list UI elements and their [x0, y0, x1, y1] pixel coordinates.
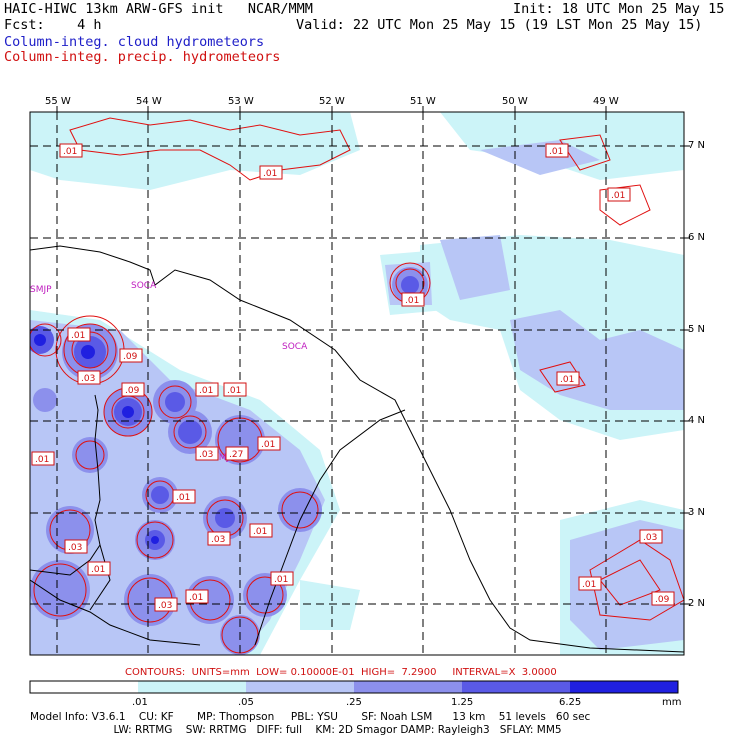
- station-label: SMJP: [213, 453, 235, 463]
- contour-label: .01: [67, 327, 91, 342]
- contour-label: .01: [556, 371, 580, 386]
- contour-label: .01: [195, 382, 219, 397]
- field-name-cloud: Column-integ. cloud hydrometeors: [4, 34, 265, 50]
- svg-text:.01: .01: [405, 296, 419, 306]
- contour-label: .09: [651, 591, 675, 606]
- map-frame: [29, 111, 685, 656]
- contour-label: .03: [195, 446, 219, 461]
- lon-label: 49 W: [593, 96, 619, 107]
- field-name-precip: Column-integ. precip. hydrometeors: [4, 49, 281, 65]
- svg-text:.03: .03: [211, 535, 225, 545]
- svg-text:.01: .01: [560, 375, 574, 385]
- contour-label: .01: [257, 436, 281, 451]
- contour-label: .09: [119, 348, 143, 363]
- colorbar: [29, 680, 679, 694]
- lon-label: 54 W: [136, 96, 162, 107]
- colorbar-tick: 1.25: [451, 697, 474, 708]
- station-label: SOCA: [282, 342, 308, 352]
- contour-label: .01: [270, 571, 294, 586]
- contour-label: .01: [401, 292, 425, 307]
- model-info-line1: Model Info: V3.6.1 CU: KF MP: Thompson P…: [30, 711, 591, 723]
- svg-text:.03: .03: [199, 450, 213, 460]
- svg-text:.01: .01: [199, 386, 213, 396]
- contour-label: .01: [87, 561, 111, 576]
- model-info-line2: LW: RRTMG SW: RRTMG DIFF: full KM: 2D Sm…: [30, 724, 562, 736]
- shaded-field: SMJP SOCA SOCA SMJP .01 .01 .01 .01 .01 …: [30, 112, 684, 655]
- contour-label: .01: [249, 523, 273, 538]
- contour-label: .01: [172, 489, 196, 504]
- forecast-hour: Fcst: 4 h: [4, 17, 102, 33]
- lat-label: 4 N: [688, 415, 706, 426]
- svg-text:.09: .09: [125, 386, 140, 396]
- contour-label: .01: [185, 589, 209, 604]
- contour-label: .01: [607, 187, 631, 202]
- contour-label: .01: [259, 165, 283, 180]
- lat-label: 5 N: [688, 324, 706, 335]
- lat-label: 2 N: [688, 598, 706, 609]
- svg-text:.01: .01: [253, 527, 267, 537]
- svg-text:.01: .01: [63, 147, 77, 157]
- contour-label: .01: [223, 382, 247, 397]
- contour-label: .03: [154, 597, 178, 612]
- svg-text:.09: .09: [123, 352, 138, 362]
- contour-info: CONTOURS: UNITS=mm LOW= 0.10000E-01 HIGH…: [125, 667, 557, 678]
- colorbar-tick: .25: [346, 697, 362, 708]
- colorbar-unit: mm: [662, 697, 682, 708]
- contour-label: .01: [59, 143, 83, 158]
- lat-label: 7 N: [688, 140, 706, 151]
- lon-label: 51 W: [410, 96, 436, 107]
- contour-label: .01: [578, 576, 602, 591]
- svg-text:.01: .01: [35, 455, 49, 465]
- contour-label: .01: [31, 451, 55, 466]
- contour-label: .01: [545, 143, 569, 158]
- svg-text:.27: .27: [229, 450, 243, 460]
- svg-text:.01: .01: [263, 169, 277, 179]
- lon-label: 50 W: [502, 96, 528, 107]
- contour-label: .27: [225, 446, 249, 461]
- lat-label: 6 N: [688, 232, 706, 243]
- svg-text:.01: .01: [189, 593, 203, 603]
- svg-text:.03: .03: [643, 533, 657, 543]
- svg-text:.01: .01: [611, 191, 625, 201]
- lat-label: 3 N: [688, 507, 706, 518]
- svg-text:.01: .01: [176, 493, 190, 503]
- svg-text:.03: .03: [158, 601, 172, 611]
- svg-text:.09: .09: [655, 595, 670, 605]
- svg-text:.01: .01: [261, 440, 275, 450]
- contour-label: .03: [207, 531, 231, 546]
- lon-label: 53 W: [228, 96, 254, 107]
- svg-text:.01: .01: [549, 147, 563, 157]
- svg-text:.01: .01: [582, 580, 596, 590]
- contour-label: .03: [77, 370, 101, 385]
- station-label: SOCA: [131, 281, 157, 291]
- colorbar-tick: 6.25: [559, 697, 582, 708]
- lon-label: 55 W: [45, 96, 71, 107]
- station-label: SMJP: [30, 285, 52, 295]
- svg-text:.03: .03: [68, 543, 82, 553]
- svg-text:.01: .01: [91, 565, 105, 575]
- svg-text:.01: .01: [274, 575, 288, 585]
- colorbar-tick: .01: [132, 697, 148, 708]
- lon-label: 52 W: [319, 96, 345, 107]
- init-time: Init: 18 UTC Mon 25 May 15: [513, 1, 725, 17]
- contour-label: .03: [639, 529, 663, 544]
- svg-text:.01: .01: [227, 386, 241, 396]
- svg-text:.03: .03: [81, 374, 95, 384]
- model-title: HAIC-HIWC 13km ARW-GFS init NCAR/MMM: [4, 1, 313, 17]
- valid-time: Valid: 22 UTC Mon 25 May 15 (19 LST Mon …: [296, 17, 703, 33]
- svg-text:.01: .01: [71, 331, 85, 341]
- contour-label: .03: [64, 539, 88, 554]
- contour-label: .09: [121, 382, 145, 397]
- colorbar-tick: .05: [238, 697, 254, 708]
